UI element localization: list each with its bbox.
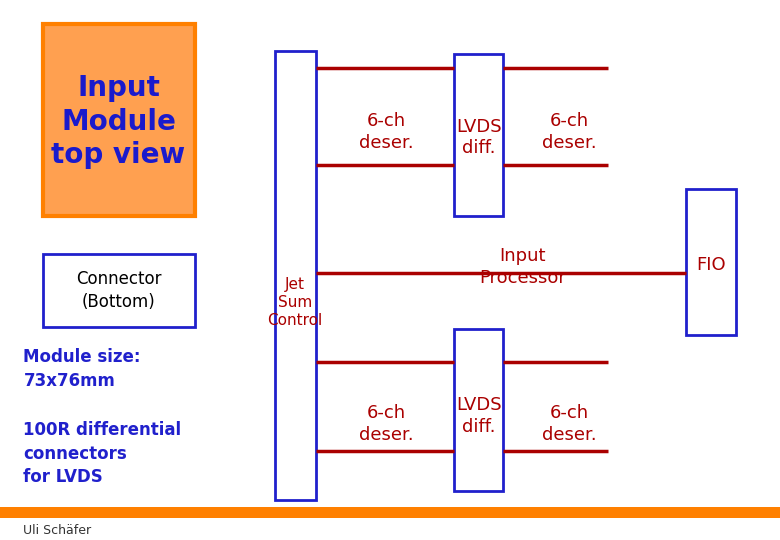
FancyBboxPatch shape — [43, 254, 195, 327]
Text: Connector
(Bottom): Connector (Bottom) — [76, 271, 161, 310]
FancyBboxPatch shape — [454, 54, 503, 216]
Text: 100R differential
connectors
for LVDS: 100R differential connectors for LVDS — [23, 421, 182, 487]
FancyBboxPatch shape — [43, 24, 195, 216]
Text: LVDS
diff.: LVDS diff. — [456, 396, 502, 436]
Text: 6-ch
deser.: 6-ch deser. — [359, 112, 413, 152]
Text: Uli Schäfer: Uli Schäfer — [23, 524, 91, 537]
Text: FIO: FIO — [697, 255, 726, 274]
FancyBboxPatch shape — [0, 507, 780, 518]
Text: Input
Module
top view: Input Module top view — [51, 74, 186, 169]
FancyBboxPatch shape — [275, 51, 316, 500]
Text: 6-ch
deser.: 6-ch deser. — [542, 404, 597, 444]
FancyBboxPatch shape — [686, 189, 736, 335]
FancyBboxPatch shape — [454, 329, 503, 491]
Text: 6-ch
deser.: 6-ch deser. — [542, 112, 597, 152]
Text: Module size:
73x76mm: Module size: 73x76mm — [23, 348, 141, 390]
Text: LVDS
diff.: LVDS diff. — [456, 118, 502, 158]
Text: 6-ch
deser.: 6-ch deser. — [359, 404, 413, 444]
Text: Jet
Sum
Control: Jet Sum Control — [268, 277, 322, 328]
Text: Input
Processor: Input Processor — [479, 247, 566, 287]
